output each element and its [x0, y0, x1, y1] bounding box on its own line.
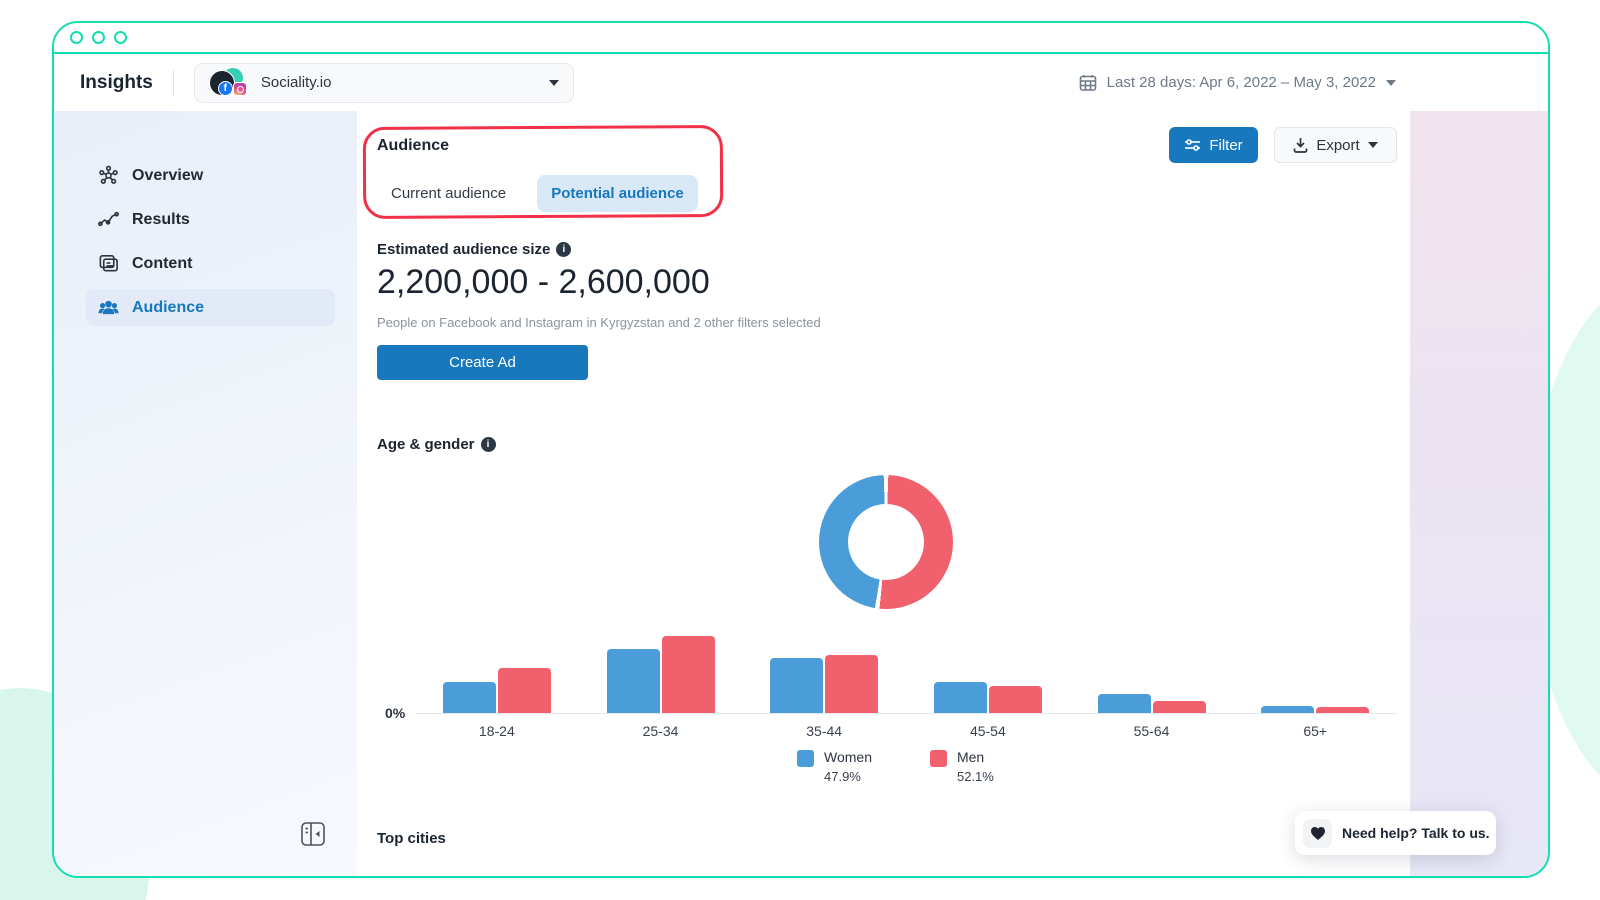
estimated-size-value: 2,200,000 - 2,600,000 — [377, 263, 710, 301]
help-widget[interactable]: Need help? Talk to us. — [1295, 811, 1496, 855]
tab-potential-audience[interactable]: Potential audience — [537, 175, 698, 212]
bar-group-35-44: 35-44 — [742, 531, 906, 739]
bar-men-18-24 — [497, 668, 551, 713]
bar-group-25-34: 25-34 — [579, 531, 743, 739]
date-range-picker[interactable]: Last 28 days: Apr 6, 2022 – May 3, 2022 — [1079, 74, 1396, 92]
account-avatar — [208, 67, 249, 98]
women-swatch-icon — [797, 750, 814, 767]
estimated-size-label: Estimated audience size — [377, 241, 572, 258]
sidebar-item-label: Audience — [132, 298, 205, 316]
network-icon — [99, 165, 118, 184]
window-control-3[interactable] — [114, 31, 127, 44]
bar-women-55-64 — [1097, 693, 1151, 713]
section-title: Audience — [377, 137, 450, 154]
legend-name: Men — [956, 749, 985, 765]
app-header: Insights Sociality.io — [54, 54, 1548, 111]
body-row: Overview Results Content — [54, 111, 1548, 876]
sliders-icon — [1185, 139, 1201, 151]
bar-women-25-34 — [606, 648, 660, 713]
heart-hands-icon — [1310, 826, 1325, 840]
gender-donut-chart — [819, 475, 953, 609]
sidebar-collapse-button[interactable] — [300, 820, 326, 848]
chevron-down-icon — [1367, 142, 1378, 148]
x-axis-line — [415, 713, 1397, 714]
export-button[interactable]: Export — [1274, 127, 1397, 163]
sidebar-item-label: Content — [132, 254, 193, 272]
bar-women-65+ — [1261, 706, 1315, 713]
create-ad-button[interactable]: Create Ad — [377, 345, 588, 380]
legend-percent: 47.9% — [824, 769, 861, 784]
legend-entry-men: Men 52.1% — [929, 749, 994, 784]
age-gender-bar-chart: 0% 18-24 25-34 35-44 45-54 55-64 65+ — [385, 531, 1397, 741]
age-category-label: 65+ — [1303, 723, 1328, 739]
account-selector[interactable]: Sociality.io — [193, 62, 574, 103]
download-icon — [1293, 138, 1308, 153]
age-category-label: 35-44 — [806, 723, 843, 739]
bar-group-18-24: 18-24 — [415, 531, 579, 739]
bar-women-35-44 — [770, 658, 824, 713]
filter-button-label: Filter — [1209, 136, 1243, 154]
bar-group-55-64: 55-64 — [1070, 531, 1234, 739]
bar-women-45-54 — [933, 682, 987, 713]
instagram-badge-icon — [232, 81, 247, 96]
help-icon-box — [1303, 818, 1332, 848]
bar-women-18-24 — [442, 682, 496, 713]
window-control-2[interactable] — [92, 31, 105, 44]
age-category-label: 45-54 — [969, 723, 1006, 739]
top-cities-title: Top cities — [377, 830, 446, 847]
bar-group-45-54: 45-54 — [906, 531, 1070, 739]
age-category-label: 55-64 — [1133, 723, 1170, 739]
age-gender-text: Age & gender — [377, 436, 475, 453]
age-category-label: 18-24 — [478, 723, 515, 739]
sidebar-item-label: Results — [132, 210, 190, 228]
bar-groups: 18-24 25-34 35-44 45-54 55-64 65+ — [415, 531, 1397, 739]
men-swatch-icon — [929, 750, 947, 767]
sidebar-item-overview[interactable]: Overview — [86, 157, 335, 194]
sidebar-item-content[interactable]: Content — [86, 245, 335, 282]
sidebar-item-label: Overview — [132, 166, 204, 184]
y-axis-zero-label: 0% — [385, 705, 406, 721]
app-window: Insights Sociality.io — [52, 21, 1550, 878]
window-control-1[interactable] — [70, 31, 83, 44]
bar-men-45-54 — [988, 686, 1042, 713]
page-title: Insights — [80, 71, 153, 93]
chevron-down-icon — [548, 79, 559, 86]
bar-men-25-34 — [661, 636, 715, 713]
facebook-badge-icon — [217, 80, 233, 96]
export-button-label: Export — [1316, 136, 1360, 154]
people-icon — [98, 300, 119, 315]
main-content: Audience Current audience Potential audi… — [357, 111, 1410, 876]
estimated-size-description: People on Facebook and Instagram in Kyrg… — [377, 315, 821, 330]
bar-men-55-64 — [1152, 700, 1206, 713]
decor-gradient-strip — [1410, 111, 1548, 876]
info-icon[interactable] — [556, 242, 572, 257]
bar-men-65+ — [1316, 707, 1370, 713]
titlebar — [54, 23, 1548, 54]
info-icon[interactable] — [480, 437, 496, 452]
filter-button[interactable]: Filter — [1169, 127, 1258, 163]
date-range-label: Last 28 days: Apr 6, 2022 – May 3, 2022 — [1106, 74, 1376, 91]
estimated-size-text: Estimated audience size — [377, 241, 551, 258]
calendar-icon — [1079, 74, 1096, 91]
sidebar: Overview Results Content — [54, 111, 357, 876]
chevron-down-icon — [1386, 79, 1396, 86]
chart-legend: Women 47.9% Men 52.1% — [797, 749, 994, 784]
trend-icon — [98, 211, 119, 227]
legend-entry-women: Women 47.9% — [797, 749, 872, 784]
age-gender-title: Age & gender — [377, 436, 496, 453]
age-category-label: 25-34 — [642, 723, 679, 739]
sidebar-item-results[interactable]: Results — [86, 201, 335, 238]
bar-group-65+: 65+ — [1233, 531, 1397, 739]
legend-percent: 52.1% — [956, 769, 994, 784]
header-divider — [172, 69, 174, 96]
legend-name: Women — [824, 749, 872, 765]
help-text: Need help? Talk to us. — [1342, 825, 1490, 841]
content-icon — [99, 255, 118, 272]
sidebar-item-audience[interactable]: Audience — [86, 289, 335, 326]
tab-current-audience[interactable]: Current audience — [391, 185, 507, 202]
bar-men-35-44 — [825, 654, 879, 713]
account-name: Sociality.io — [260, 74, 332, 91]
collapse-sidebar-icon — [301, 822, 325, 846]
